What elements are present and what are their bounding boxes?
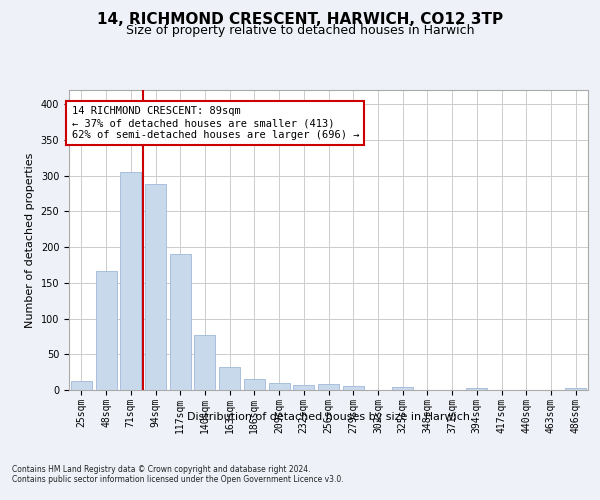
Bar [194, 335, 215, 390]
Bar [244, 378, 265, 390]
Bar [219, 367, 240, 390]
Text: 14 RICHMOND CRESCENT: 89sqm
← 37% of detached houses are smaller (413)
62% of se: 14 RICHMOND CRESCENT: 89sqm ← 37% of det… [71, 106, 359, 140]
Bar [71, 380, 92, 390]
Bar [392, 387, 413, 390]
Text: Distribution of detached houses by size in Harwich: Distribution of detached houses by size … [187, 412, 470, 422]
Bar [269, 383, 290, 390]
Text: 14, RICHMOND CRESCENT, HARWICH, CO12 3TP: 14, RICHMOND CRESCENT, HARWICH, CO12 3TP [97, 12, 503, 28]
Bar [466, 388, 487, 390]
Text: Size of property relative to detached houses in Harwich: Size of property relative to detached ho… [126, 24, 474, 37]
Bar [95, 272, 116, 390]
Bar [170, 254, 191, 390]
Bar [145, 184, 166, 390]
Bar [120, 172, 141, 390]
Y-axis label: Number of detached properties: Number of detached properties [25, 152, 35, 328]
Bar [565, 388, 586, 390]
Bar [343, 386, 364, 390]
Bar [293, 385, 314, 390]
Bar [318, 384, 339, 390]
Text: Contains HM Land Registry data © Crown copyright and database right 2024.
Contai: Contains HM Land Registry data © Crown c… [12, 465, 344, 484]
